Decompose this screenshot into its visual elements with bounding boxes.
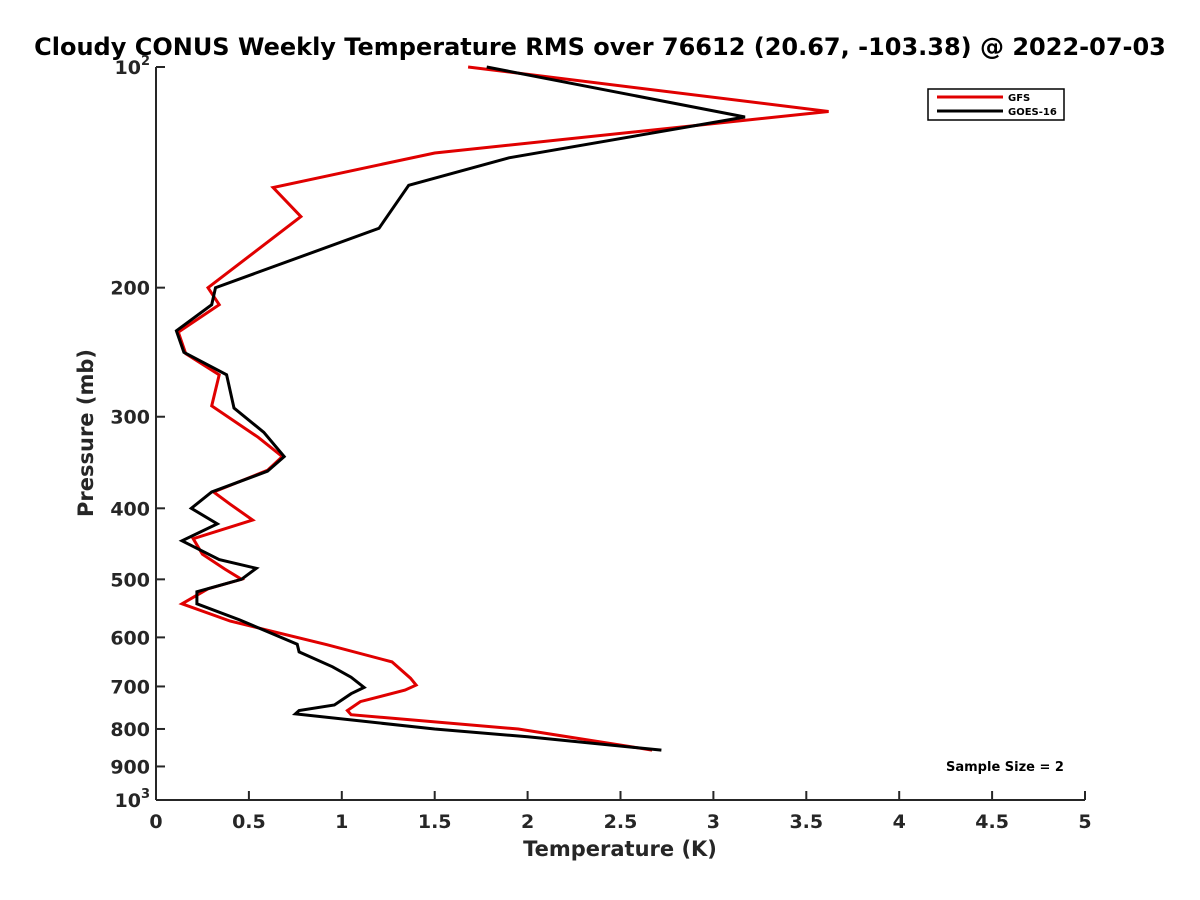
x-tick-label: 2 [521,811,534,833]
sample-size-annotation: Sample Size = 2 [946,760,1064,775]
y-tick-label: 600 [110,627,150,649]
y-tick-label: 900 [110,756,150,778]
x-ticks: 0 0.5 1 1.5 2 2.5 3 3.5 4 4.5 5 [149,791,1092,833]
x-tick-label: 0 [149,811,162,833]
y-tick-label: 700 [110,676,150,698]
chart-title: Cloudy CONUS Weekly Temperature RMS over… [34,33,1166,61]
y-tick-exponent: 3 [141,787,150,802]
y-tick-exponent: 2 [141,54,150,69]
legend-label-gfs: GFS [1008,93,1030,104]
x-tick-label: 5 [1078,811,1091,833]
y-tick-label: 102 [115,54,151,79]
y-tick-base: 10 [115,790,141,812]
series-layer [174,65,829,752]
series-line-goes16 [174,65,746,752]
y-tick-base: 10 [115,57,141,79]
legend: GFS GOES-16 [927,88,1065,121]
x-tick-label: 4 [893,811,906,833]
x-tick-label: 1 [335,811,348,833]
x-tick-label: 2.5 [604,811,638,833]
y-tick-label: 103 [115,787,151,812]
legend-label-goes16: GOES-16 [1008,107,1057,118]
y-tick-label: 300 [110,407,150,429]
x-tick-label: 4.5 [975,811,1009,833]
x-tick-label: 3 [707,811,720,833]
x-tick-label: 1.5 [418,811,452,833]
y-tick-label: 200 [110,278,150,300]
y-axis-label: Pressure (mb) [74,349,98,517]
legend-box [927,88,1065,121]
x-tick-label: 0.5 [232,811,266,833]
y-tick-label: 800 [110,719,150,741]
y-tick-label: 400 [110,498,150,520]
x-tick-label: 3.5 [789,811,823,833]
x-axis-label: Temperature (K) [523,837,717,861]
y-tick-label: 500 [110,569,150,591]
